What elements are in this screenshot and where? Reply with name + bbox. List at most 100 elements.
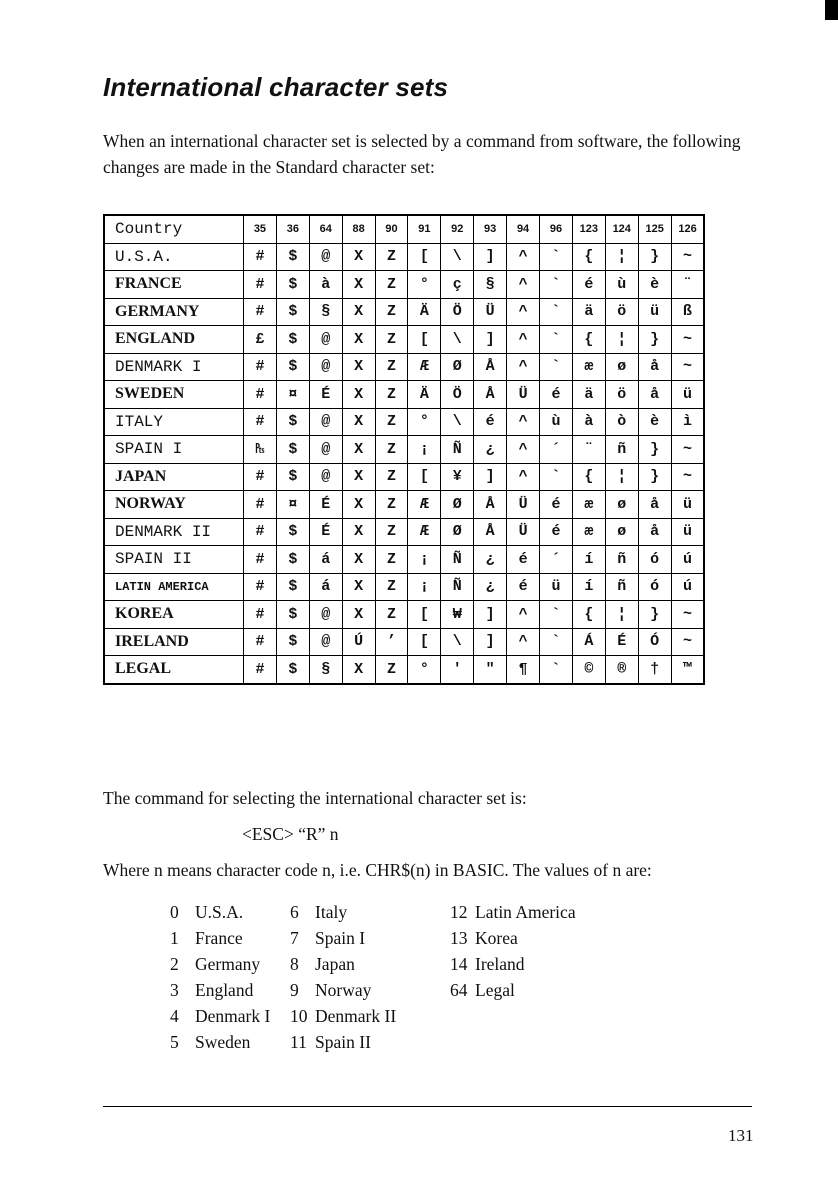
country-cell: SPAIN II <box>103 545 244 574</box>
char-cell: í <box>571 545 606 574</box>
char-cell: ¡ <box>407 435 442 464</box>
char-cell: @ <box>308 600 343 629</box>
char-cell: ü <box>670 490 705 519</box>
char-cell: ñ <box>604 545 639 574</box>
country-cell: SWEDEN <box>103 380 244 409</box>
char-cell: $ <box>275 655 310 684</box>
value-item: 8 Japan <box>290 951 396 977</box>
char-cell: ` <box>539 352 573 381</box>
char-cell: Ä <box>407 380 442 409</box>
char-cell: @ <box>308 242 343 271</box>
char-cell: ¦ <box>604 600 639 629</box>
char-cell: Z <box>374 242 409 271</box>
char-cell: @ <box>308 462 343 491</box>
char-cell: è <box>637 407 672 436</box>
char-cell: # <box>243 297 277 326</box>
char-cell: † <box>637 655 672 684</box>
column-header: 96 <box>539 214 573 244</box>
char-cell: ¿ <box>473 572 508 601</box>
char-cell: [ <box>407 627 442 656</box>
char-cell: ´ <box>539 545 573 574</box>
char-cell: Z <box>374 325 409 354</box>
char-cell: ¤ <box>275 490 310 519</box>
country-cell: DENMARK II <box>103 517 244 546</box>
char-cell: X <box>341 242 376 271</box>
char-cell: è <box>637 270 672 299</box>
char-cell: Ø <box>440 517 475 546</box>
char-cell: é <box>473 407 508 436</box>
char-cell: ~ <box>670 600 705 629</box>
value-code: 4 <box>170 1006 179 1026</box>
value-item: 1 France <box>170 925 270 951</box>
value-code: 7 <box>290 928 299 948</box>
char-cell: £ <box>243 325 277 354</box>
char-cell: ] <box>473 600 508 629</box>
char-cell: ] <box>473 462 508 491</box>
value-label: Denmark I <box>195 1006 271 1026</box>
column-header: 94 <box>506 214 541 244</box>
char-cell: ú <box>670 545 705 574</box>
table-row: U.S.A. # $ @ X Z[\] ^ `{¦} ~ <box>103 242 705 271</box>
char-cell: ` <box>539 655 573 684</box>
char-cell: ù <box>604 270 639 299</box>
char-cell: ` <box>539 462 573 491</box>
char-cell: X <box>341 325 376 354</box>
table-row: IRELAND # $ @ Ú’[\] ^ ` Á É Ó ~ <box>103 627 705 656</box>
char-cell: ^ <box>506 297 541 326</box>
value-code: 8 <box>290 954 299 974</box>
column-header: 126 <box>670 214 705 244</box>
char-cell: { <box>571 325 606 354</box>
column-header: 64 <box>308 214 343 244</box>
char-cell: ö <box>604 297 639 326</box>
value-label: Norway <box>315 980 372 1000</box>
char-cell: ¿ <box>473 435 508 464</box>
char-cell: ` <box>539 297 573 326</box>
char-cell: ^ <box>506 407 541 436</box>
column-header: 125 <box>637 214 672 244</box>
char-cell: ₩ <box>440 600 475 629</box>
char-cell: ~ <box>670 627 705 656</box>
value-label: France <box>195 928 243 948</box>
registration-mark <box>825 0 838 20</box>
country-cell: GERMANY <box>103 297 244 326</box>
char-cell: X <box>341 462 376 491</box>
country-cell: ENGLAND <box>103 325 244 354</box>
char-cell: ] <box>473 627 508 656</box>
char-cell: © <box>571 655 606 684</box>
char-cell: X <box>341 297 376 326</box>
char-cell: $ <box>275 242 310 271</box>
char-cell: X <box>341 490 376 519</box>
value-label: Latin America <box>475 902 576 922</box>
char-cell: à <box>308 270 343 299</box>
char-cell: ¤ <box>275 380 310 409</box>
char-cell: Z <box>374 600 409 629</box>
char-cell: $ <box>275 325 310 354</box>
char-cell: é <box>506 545 541 574</box>
values-column: 12 Latin America 13 Korea 14 Ireland 64 Legal <box>450 899 576 1003</box>
char-cell: Z <box>374 545 409 574</box>
value-label: Spain II <box>315 1032 371 1052</box>
char-cell: ° <box>407 407 442 436</box>
char-cell: å <box>637 517 672 546</box>
country-cell: NORWAY <box>103 490 244 519</box>
country-cell: LATIN AMERICA <box>103 572 244 601</box>
char-cell: Ø <box>440 490 475 519</box>
char-cell: É <box>308 490 343 519</box>
country-cell: FRANCE <box>103 270 244 299</box>
table-row: DENMARK I # $ @ X Z Æ Ø Å ^ ` æ ø å ~ <box>103 352 705 381</box>
column-header: 123 <box>571 214 606 244</box>
char-cell: æ <box>571 517 606 546</box>
value-code: 64 <box>450 980 468 1000</box>
char-cell: Ñ <box>440 435 475 464</box>
char-cell: ^ <box>506 270 541 299</box>
char-cell: Á <box>571 627 606 656</box>
char-cell: @ <box>308 325 343 354</box>
char-cell: [ <box>407 462 442 491</box>
char-cell: $ <box>275 297 310 326</box>
char-cell: ¡ <box>407 545 442 574</box>
char-cell: } <box>637 435 672 464</box>
char-cell: Å <box>473 517 508 546</box>
